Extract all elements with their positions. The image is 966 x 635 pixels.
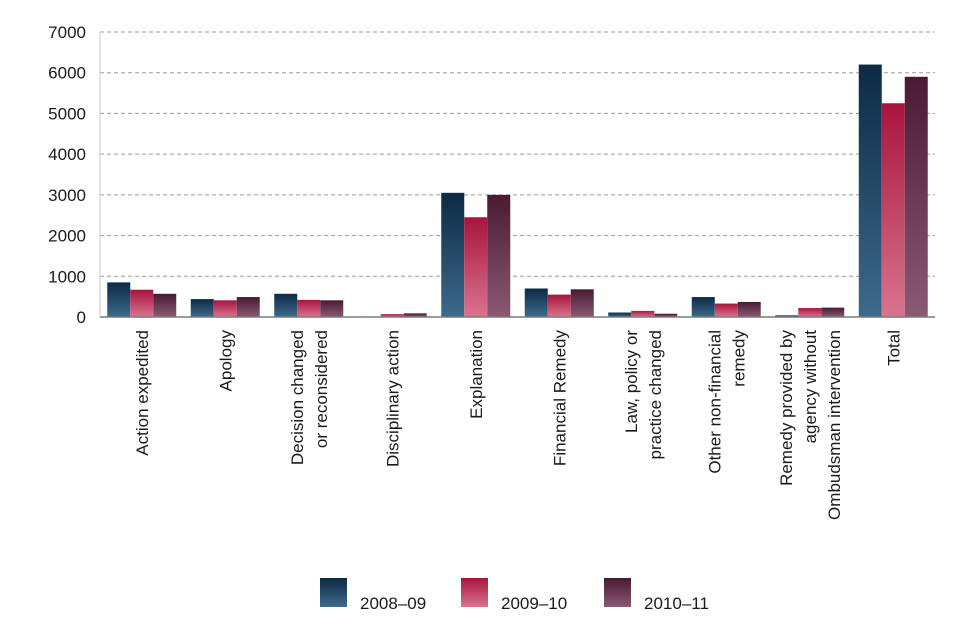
bar	[821, 307, 845, 317]
x-category-label: Action expedited	[133, 330, 152, 456]
bar	[547, 294, 571, 317]
bar	[320, 300, 344, 317]
x-category-label: Apology	[216, 330, 235, 392]
x-category-label: Law, policy or practice changed	[622, 330, 665, 460]
bar	[881, 103, 905, 317]
bar	[608, 312, 632, 317]
y-tick-label: 6000	[48, 64, 86, 83]
y-tick-label: 3000	[48, 186, 86, 205]
bar	[236, 297, 260, 317]
bars	[107, 64, 928, 318]
bar	[904, 76, 928, 318]
x-category-label: Explanation	[467, 330, 486, 419]
x-category-label: Total	[884, 330, 903, 366]
x-category-label: Other non-financial remedy	[705, 330, 748, 474]
bar	[858, 64, 882, 317]
legend-swatch	[604, 578, 631, 607]
bar	[775, 315, 799, 317]
bar	[464, 217, 488, 317]
bar	[737, 301, 761, 317]
bar	[691, 297, 715, 317]
bar	[403, 313, 427, 317]
y-tick-label: 7000	[48, 23, 86, 42]
bar	[213, 300, 237, 317]
bar	[487, 194, 511, 317]
bar	[107, 282, 131, 317]
bar	[654, 313, 678, 317]
bar	[570, 289, 594, 317]
legend-swatch	[320, 578, 347, 607]
bar	[297, 299, 321, 317]
y-tick-label: 0	[77, 308, 86, 327]
legend-label: 2009–10	[501, 594, 567, 613]
bar	[798, 308, 822, 317]
y-tick-label: 1000	[48, 267, 86, 286]
legend: 2008–09 2009–10 2010–11	[320, 578, 709, 613]
grid	[100, 31, 935, 277]
y-tick-label: 5000	[48, 104, 86, 123]
legend-label: 2010–11	[644, 594, 709, 613]
bar	[524, 288, 548, 317]
y-axis-ticks: 0 1000 2000 3000 4000 5000 6000 7000	[48, 23, 86, 327]
legend-swatch	[461, 578, 488, 607]
x-axis	[99, 32, 935, 318]
bar	[441, 192, 465, 317]
bar	[190, 299, 214, 317]
y-tick-label: 2000	[48, 227, 86, 246]
bar	[274, 293, 298, 317]
legend-label: 2008–09	[360, 594, 426, 613]
y-tick-label: 4000	[48, 145, 86, 164]
x-category-label: Remedy provided by agency without Ombudsma…	[777, 330, 844, 520]
bar	[631, 310, 655, 317]
bar	[130, 289, 154, 317]
bar	[153, 293, 177, 317]
category-labels: Action expedited Apology Decision changed o…	[133, 330, 904, 520]
x-category-label: Disciplinary action	[383, 330, 402, 467]
x-category-label: Decision changed or reconsidered	[288, 330, 331, 465]
x-category-label: Financial Remedy	[550, 330, 569, 467]
bar	[380, 314, 404, 317]
bar	[714, 303, 738, 317]
